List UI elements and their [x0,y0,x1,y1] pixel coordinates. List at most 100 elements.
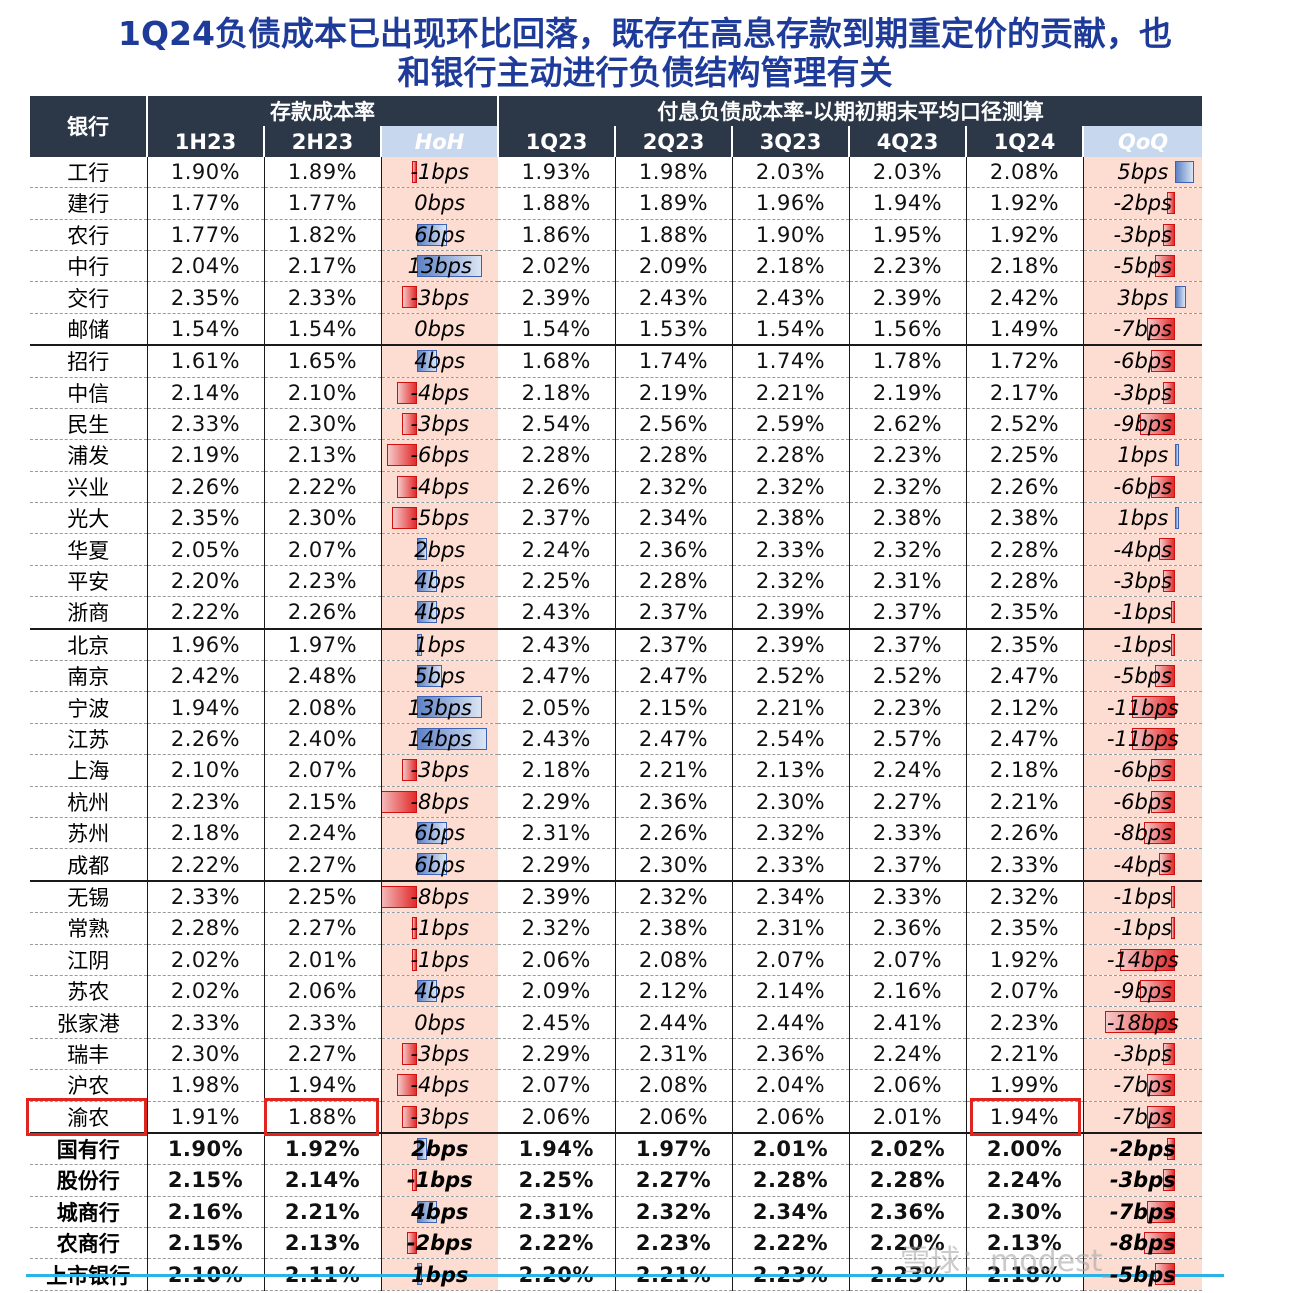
hoh-cell: 1bps [381,628,499,662]
liability-cost-1q23: 2.37% [498,502,616,535]
liability-cost-1q23: 2.39% [498,281,616,314]
deposit-cost-2h23: 2.27% [264,912,382,945]
slide-title: 1Q24负债成本已出现环比回落，既存在高息存款到期重定价的贡献，也 和银行主动进… [0,14,1290,92]
hoh-bar [416,254,482,277]
liability-cost-4q23: 2.24% [849,754,967,787]
qoq-label: 1bps [1117,443,1169,468]
qoq-bar [1151,475,1175,498]
liability-cost-3q23: 2.28% [732,1164,850,1197]
bank-name: 北京 [30,628,147,662]
liability-cost-3q23: 2.43% [732,281,850,314]
bank-name: 苏农 [30,975,147,1008]
liability-cost-4q23: 2.23% [849,250,967,283]
liability-cost-3q23: 2.13% [732,754,850,787]
liability-cost-1q24: 1.99% [966,1069,1084,1102]
hoh-cell: -4bps [381,1069,499,1102]
liability-cost-1q23: 2.25% [498,1164,616,1197]
hoh-bar [416,223,447,246]
hoh-cell: -1bps [381,1164,499,1197]
qoq-bar [1170,885,1175,908]
liability-cost-3q23: 2.34% [732,1196,850,1229]
qoq-label: -8bps [1109,1231,1176,1256]
qoq-bar [1147,1200,1175,1223]
qoq-bar [1131,696,1175,719]
hoh-label: -5bps [410,506,470,531]
deposit-cost-2h23: 1.88% [264,1101,382,1134]
qoq-cell: 1bps [1083,502,1203,535]
liability-cost-3q23: 2.36% [732,1038,850,1071]
hoh-cell: 4bps [381,596,499,630]
qoq-label: -3bps [1109,1168,1176,1193]
deposit-cost-1h23: 2.02% [146,944,265,976]
qoq-label: -4bps [1113,537,1173,562]
liability-cost-2q23: 2.37% [615,596,733,630]
hoh-bar [416,350,437,373]
liability-cost-3q23: 2.54% [732,723,850,756]
liability-cost-4q23: 2.23% [849,439,967,472]
liability-cost-1q23: 2.02% [498,250,616,283]
hoh-label: -6bps [410,443,470,468]
table-row: 交行 2.35% 2.33% -3bps 2.39% 2.43% 2.43% 2.39% 2.4… [30,281,1203,314]
hoh-label: -8bps [410,884,470,909]
deposit-cost-2h23: 2.21% [264,1196,382,1229]
col-header-1q23: 1Q23 [498,126,617,157]
deposit-cost-2h23: 2.15% [264,786,382,818]
table-row: 建行 1.77% 1.77% 0bps 1.88% 1.89% 1.96% 1.94% 1.92… [30,187,1203,220]
deposit-cost-2h23: 2.07% [264,754,382,787]
hoh-cell: 0bps [381,1006,499,1039]
liability-cost-1q23: 2.06% [498,944,616,976]
hoh-bar [406,1232,417,1255]
liability-cost-3q23: 2.52% [732,660,850,693]
liability-cost-4q23: 2.37% [849,848,967,882]
liability-cost-3q23: 2.38% [732,502,850,535]
hoh-label: 6bps [414,852,466,877]
deposit-cost-1h23: 2.05% [146,533,265,566]
liability-cost-1q24: 2.21% [966,786,1084,818]
liability-cost-1q24: 2.42% [966,281,1084,314]
deposit-cost-1h23: 2.35% [146,281,265,314]
hoh-cell: -2bps [381,1227,499,1260]
hoh-cell: -3bps [381,754,499,787]
hoh-cell: -4bps [381,471,499,504]
bank-name: 平安 [30,565,147,598]
hoh-label: 2bps [414,537,466,562]
hoh-bar [416,1200,437,1223]
liability-cost-1q24: 2.18% [966,250,1084,283]
qoq-label: -7bps [1113,1104,1173,1129]
col-header-3q23: 3Q23 [732,126,851,157]
liability-cost-3q23: 2.31% [732,912,850,945]
deposit-cost-1h23: 2.22% [146,596,265,630]
hoh-cell: 2bps [381,533,499,566]
liability-cost-4q23: 2.38% [849,502,967,535]
qoq-cell: -6bps [1083,786,1203,818]
liability-cost-1q23: 2.39% [498,880,616,914]
liability-cost-2q23: 2.47% [615,723,733,756]
table-row: 招行 1.61% 1.65% 4bps 1.68% 1.74% 1.74% 1.78% 1.72… [30,345,1203,378]
deposit-cost-1h23: 2.14% [146,377,265,409]
hoh-bar [416,821,447,844]
qoq-cell: -9bps [1083,408,1203,441]
hoh-bar [416,979,437,1002]
liability-cost-2q23: 2.32% [615,1196,733,1229]
liability-cost-3q23: 2.32% [732,817,850,850]
bank-name: 建行 [30,187,147,220]
watermark: 雪球：modest_ [900,1244,1118,1279]
qoq-cell: -5bps [1083,660,1203,693]
liability-cost-1q23: 2.32% [498,912,616,945]
liability-cost-4q23: 2.57% [849,723,967,756]
qoq-cell: 3bps [1083,281,1203,314]
liability-cost-1q23: 2.47% [498,660,616,693]
liability-cost-1q24: 1.94% [966,1101,1084,1134]
liability-cost-1q24: 2.35% [966,628,1084,662]
liability-cost-2q23: 1.89% [615,187,733,220]
hoh-cell: -3bps [381,1101,499,1134]
liability-cost-2q23: 2.56% [615,408,733,441]
qoq-bar [1147,1074,1175,1097]
deposit-cost-1h23: 1.91% [146,1101,265,1134]
hoh-label: -4bps [410,474,470,499]
bank-name: 农商行 [30,1227,147,1260]
deposit-cost-2h23: 1.97% [264,628,382,662]
liability-cost-3q23: 2.01% [732,1132,850,1166]
hoh-label: 13bps [407,254,472,279]
liability-cost-1q24: 2.13% [966,1227,1084,1260]
